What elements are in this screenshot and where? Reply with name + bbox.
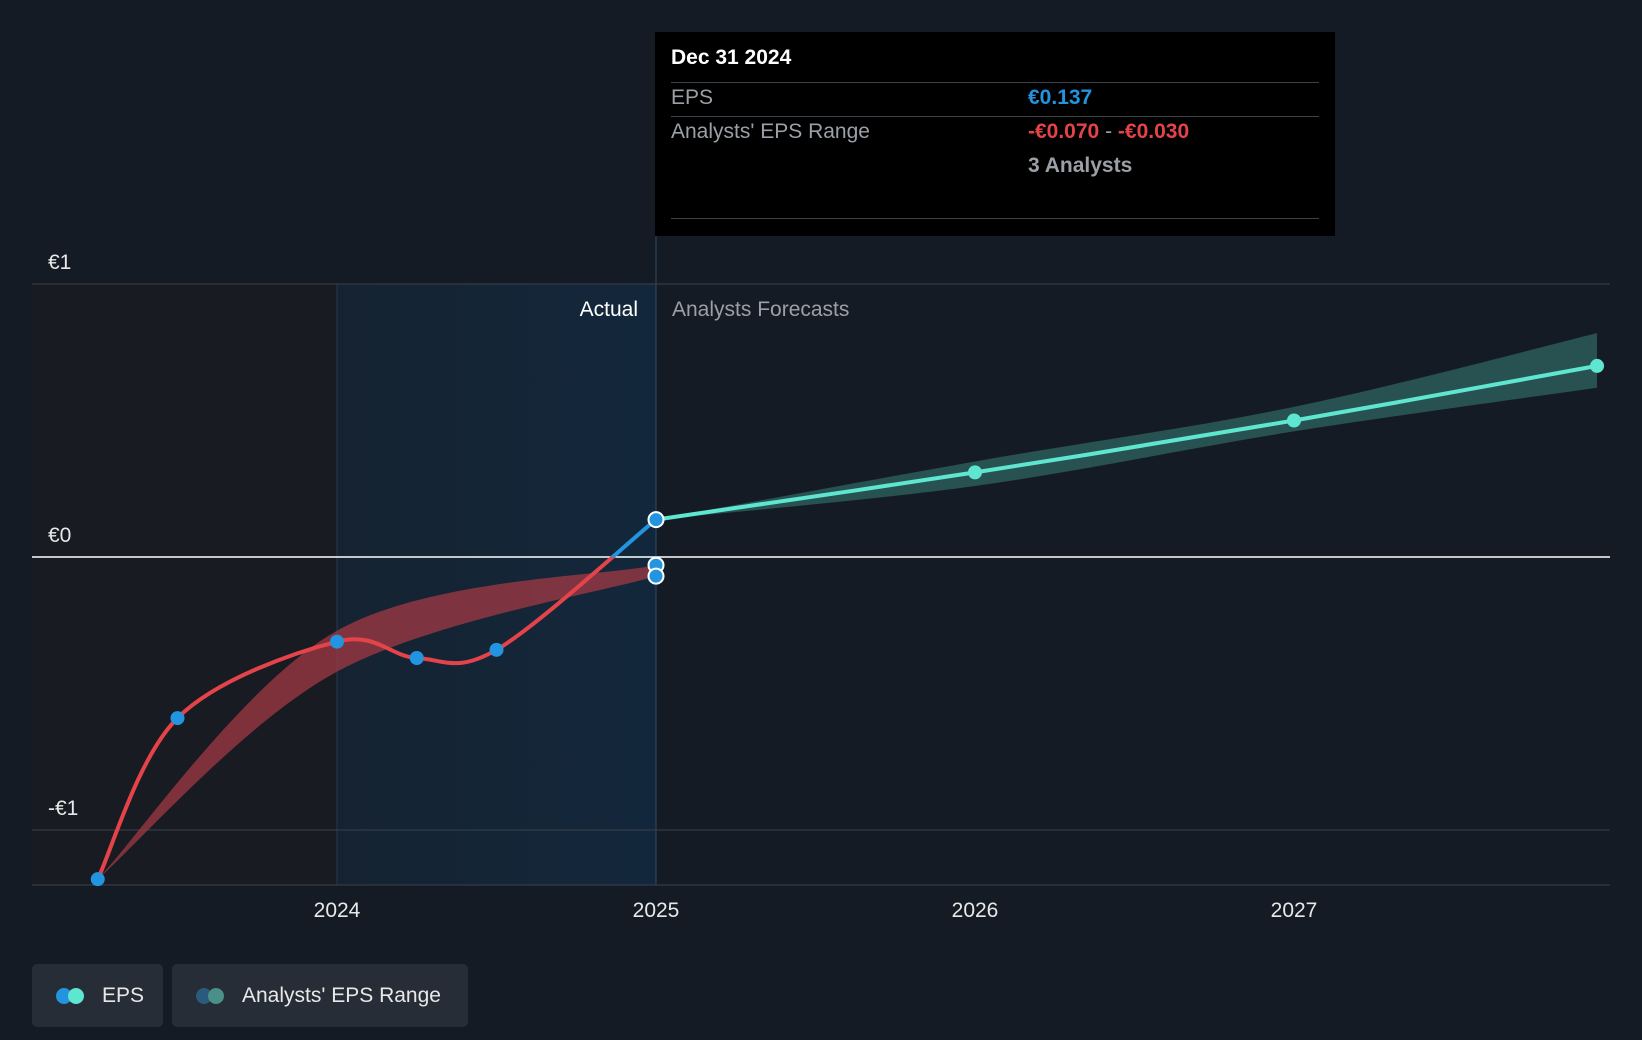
eps-actual-point: [90, 872, 105, 887]
y-tick-label: €0: [48, 524, 71, 547]
range-legend-icon: [196, 987, 226, 1004]
legend-eps-button[interactable]: EPS: [32, 964, 163, 1027]
eps-actual-point: [330, 634, 344, 649]
eps-forecast-point: [968, 465, 982, 480]
tooltip-analysts: 3 Analysts: [1028, 154, 1133, 177]
eps-forecast-point: [1287, 413, 1301, 428]
x-tick-label: 2024: [314, 899, 361, 922]
y-tick-label: €1: [48, 251, 71, 274]
x-tick-label: 2025: [633, 899, 680, 922]
eps-actual-point: [409, 651, 424, 666]
eps-actual-point: [489, 642, 504, 657]
tooltip-eps-row: EPS €0.137: [671, 86, 1319, 120]
tooltip: Dec 31 2024 EPS €0.137 Analysts' EPS Ran…: [655, 32, 1335, 236]
tooltip-range-row: Analysts' EPS Range -€0.070 - -€0.030: [671, 120, 1319, 154]
tooltip-eps-value: €0.137: [1028, 86, 1093, 109]
analyst-range-band-actual: [97, 565, 656, 880]
analyst-range-band-forecast: [656, 333, 1598, 520]
eps-actual-line-negative: [95, 557, 616, 881]
tooltip-analysts-row: 3 Analysts: [671, 154, 1319, 188]
eps-actual-point: [170, 711, 185, 726]
tooltip-range-label: Analysts' EPS Range: [671, 120, 870, 143]
eps-legend-icon: [56, 987, 86, 1004]
y-tick-label: -€1: [48, 797, 78, 820]
tooltip-range-sep: -: [1105, 120, 1113, 143]
x-tick-label: 2026: [952, 899, 999, 922]
x-tick-label: 2027: [1271, 899, 1318, 922]
tooltip-date: Dec 31 2024: [671, 46, 792, 69]
forecast-label: Analysts Forecasts: [672, 298, 849, 321]
tooltip-range-high: -€0.030: [1117, 120, 1190, 143]
eps-forecast-point: [1590, 358, 1605, 373]
legend-eps-label: EPS: [102, 983, 145, 1007]
history-background: [32, 284, 337, 885]
tooltip-range-low: -€0.070: [1028, 120, 1100, 143]
highlight-point: [647, 567, 665, 585]
eps-forecast-line: [655, 363, 1598, 522]
legend-range-label: Analysts' EPS Range: [242, 983, 441, 1007]
tooltip-eps-label: EPS: [671, 86, 714, 109]
highlight-point: [647, 511, 665, 529]
legend-range-button[interactable]: Analysts' EPS Range: [172, 964, 468, 1027]
actual-label: Actual: [580, 298, 638, 321]
